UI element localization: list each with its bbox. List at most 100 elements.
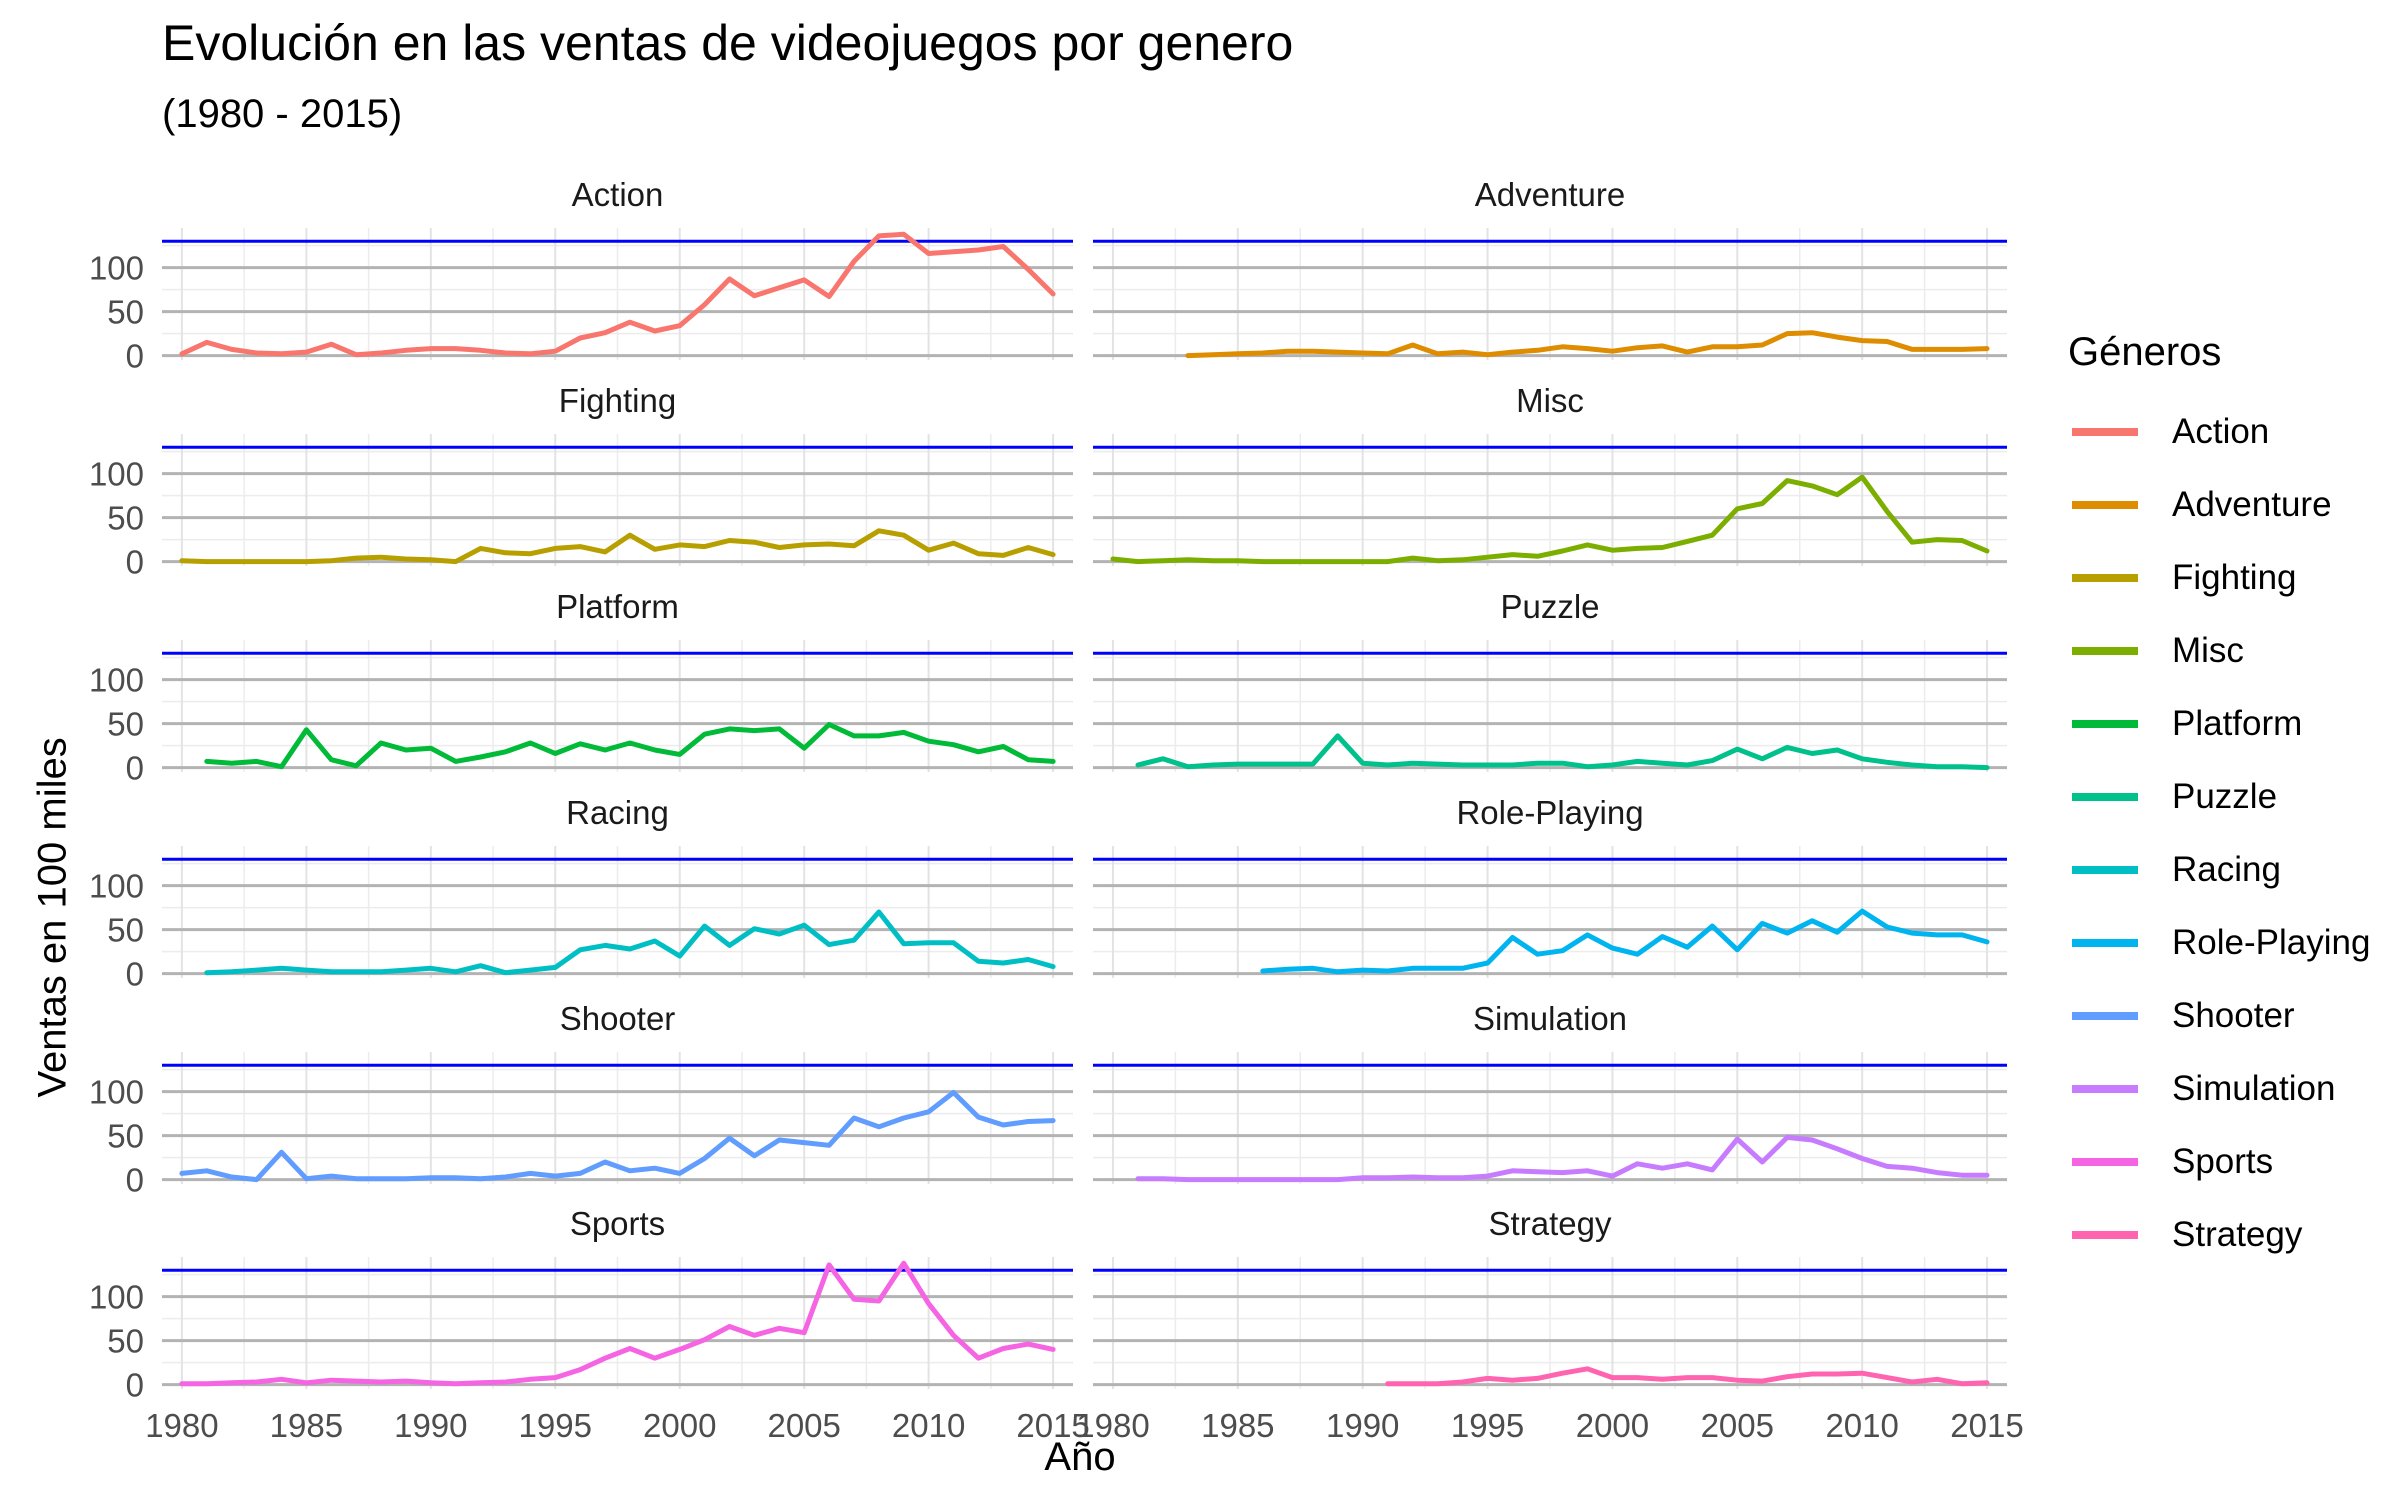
facet-strip-racing: Racing (566, 794, 669, 831)
x-tick-label: 1995 (519, 1407, 592, 1444)
legend-label: Puzzle (2172, 776, 2278, 816)
legend-swatch (2072, 938, 2138, 947)
legend-item-role-playing: Role-Playing (2068, 906, 2370, 979)
y-axis-label: Ventas en 100 miles (30, 737, 75, 1098)
legend-item-fighting: Fighting (2068, 541, 2370, 614)
legend-item-racing: Racing (2068, 833, 2370, 906)
x-tick-label: 2010 (1825, 1407, 1898, 1444)
legend-label: Racing (2172, 849, 2281, 889)
legend-label: Shooter (2172, 995, 2295, 1035)
y-tick-label: 0 (126, 750, 144, 787)
y-tick-label: 50 (107, 500, 144, 537)
series-line-platform (204, 722, 1056, 770)
y-tick-label: 100 (89, 456, 144, 493)
legend-swatch (2072, 865, 2138, 874)
legend-items: Action Adventure Fighting Misc Platform Puzzl… (2068, 395, 2370, 1271)
x-tick-label: 1980 (1076, 1407, 1149, 1444)
y-tick-label: 100 (89, 868, 144, 905)
x-tick-label: 2000 (1576, 1407, 1649, 1444)
y-tick-label: 0 (126, 544, 144, 581)
y-tick-label: 50 (107, 1323, 144, 1360)
legend-label: Strategy (2172, 1214, 2303, 1254)
legend-item-sports: Sports (2068, 1125, 2370, 1198)
x-tick-label: 1985 (1201, 1407, 1274, 1444)
legend-item-shooter: Shooter (2068, 979, 2370, 1052)
x-tick-label: 2000 (643, 1407, 716, 1444)
facet-strip-role-playing: Role-Playing (1456, 794, 1643, 831)
x-axis-label: Año (1044, 1435, 1116, 1479)
facet-strip-platform: Platform (556, 588, 679, 625)
legend-swatch (2072, 719, 2138, 728)
facet-strip-puzzle: Puzzle (1500, 588, 1599, 625)
y-tick-label: 100 (89, 662, 144, 699)
y-tick-label: 0 (126, 1162, 144, 1199)
legend-swatch (2072, 573, 2138, 582)
legend-swatch (2072, 646, 2138, 655)
legend-label: Role-Playing (2172, 922, 2371, 962)
x-tick-label: 1995 (1451, 1407, 1524, 1444)
legend-label: Simulation (2172, 1068, 2336, 1108)
legend-label: Sports (2172, 1141, 2274, 1181)
series-line-misc (1110, 474, 1990, 565)
x-tick-label: 2010 (892, 1407, 965, 1444)
legend-label: Fighting (2172, 557, 2297, 597)
facet-strip-misc: Misc (1516, 382, 1584, 419)
y-tick-label: 0 (126, 338, 144, 375)
legend-title: Géneros (2068, 330, 2222, 374)
legend-swatch (2072, 1084, 2138, 1093)
legend-item-misc: Misc (2068, 614, 2370, 687)
series-line-strategy (1385, 1366, 1990, 1387)
series-line-puzzle (1135, 733, 1990, 771)
legend-label: Adventure (2172, 484, 2332, 524)
legend-item-adventure: Adventure (2068, 468, 2370, 541)
series-line-action (179, 231, 1056, 358)
x-tick-label: 2005 (1701, 1407, 1774, 1444)
legend-swatch (2072, 792, 2138, 801)
series-line-sports (179, 1260, 1056, 1387)
facet-strip-sports: Sports (570, 1205, 665, 1242)
y-tick-label: 50 (107, 294, 144, 331)
y-tick-label: 100 (89, 1279, 144, 1316)
facet-strip-fighting: Fighting (559, 382, 676, 419)
y-tick-label: 50 (107, 706, 144, 743)
x-tick-label: 1980 (145, 1407, 218, 1444)
x-tick-label: 1990 (394, 1407, 467, 1444)
x-tick-label: 2005 (767, 1407, 840, 1444)
legend-swatch (2072, 1011, 2138, 1020)
x-tick-label: 1990 (1326, 1407, 1399, 1444)
facet-strip-shooter: Shooter (560, 1000, 676, 1037)
x-tick-label: 2015 (1016, 1407, 1089, 1444)
y-tick-label: 0 (126, 956, 144, 993)
facet-strip-simulation: Simulation (1473, 1000, 1627, 1037)
y-tick-label: 100 (89, 250, 144, 287)
series-line-racing (204, 909, 1056, 976)
legend-swatch (2072, 427, 2138, 436)
legend-item-platform: Platform (2068, 687, 2370, 760)
series-line-simulation (1135, 1134, 1990, 1183)
chart-subtitle: (1980 - 2015) (162, 92, 403, 136)
legend-swatch (2072, 1157, 2138, 1166)
legend-item-simulation: Simulation (2068, 1052, 2370, 1125)
facet-strip-adventure: Adventure (1475, 176, 1625, 213)
chart-title: Evolución en las ventas de videojuegos p… (162, 15, 1294, 71)
y-tick-label: 50 (107, 1118, 144, 1155)
facet-strip-action: Action (572, 176, 664, 213)
legend-item-strategy: Strategy (2068, 1198, 2370, 1271)
y-tick-label: 50 (107, 912, 144, 949)
legend-swatch (2072, 1230, 2138, 1239)
x-tick-label: 1985 (270, 1407, 343, 1444)
legend-label: Misc (2172, 630, 2244, 670)
y-tick-label: 0 (126, 1367, 144, 1404)
facet-strip-strategy: Strategy (1489, 1205, 1612, 1242)
legend-swatch (2072, 500, 2138, 509)
y-tick-label: 100 (89, 1074, 144, 1111)
legend-item-action: Action (2068, 395, 2370, 468)
legend: Géneros Action Adventure Fighting Misc Platf… (2068, 330, 2370, 1271)
legend-label: Action (2172, 411, 2270, 451)
x-tick-label: 2015 (1950, 1407, 2023, 1444)
series-line-adventure (1185, 330, 1990, 359)
series-line-role-playing (1260, 908, 1990, 975)
series-line-shooter (179, 1090, 1056, 1183)
legend-label: Platform (2172, 703, 2303, 743)
